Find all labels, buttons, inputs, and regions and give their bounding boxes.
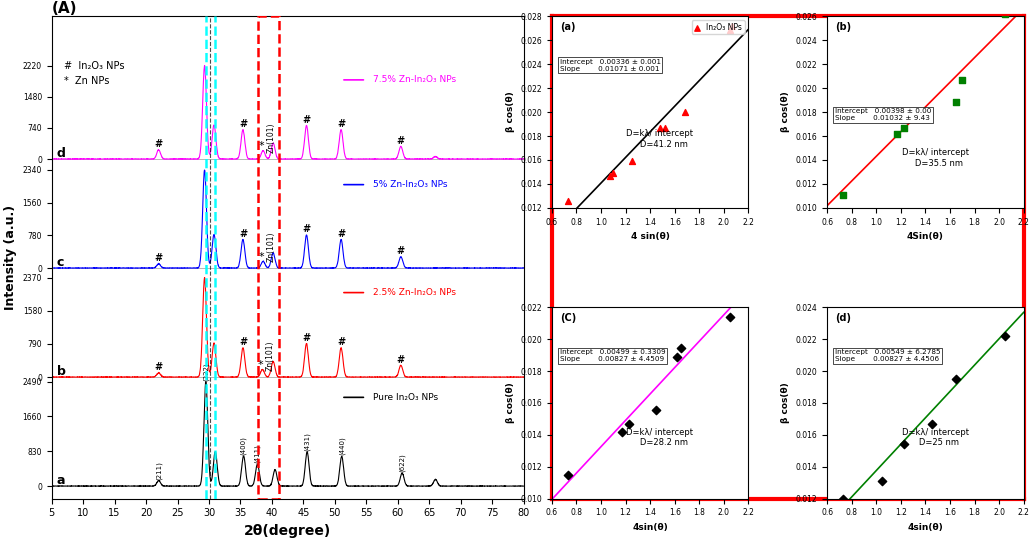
Point bbox=[621, 419, 638, 428]
Point bbox=[896, 440, 913, 449]
Point bbox=[954, 76, 971, 84]
Text: D=kλ/ intercept
   D=25 nm: D=kλ/ intercept D=25 nm bbox=[902, 427, 969, 447]
Text: #: # bbox=[397, 355, 405, 365]
Text: Zn(101): Zn(101) bbox=[266, 231, 275, 261]
Point bbox=[602, 172, 618, 180]
Text: #: # bbox=[239, 119, 247, 129]
Text: *  Zn NPs: * Zn NPs bbox=[64, 76, 110, 85]
Text: #: # bbox=[155, 362, 162, 372]
Text: #: # bbox=[239, 229, 247, 239]
Point bbox=[923, 419, 940, 428]
Y-axis label: β cos(θ): β cos(θ) bbox=[781, 92, 790, 133]
Text: #: # bbox=[302, 115, 310, 125]
Text: 2.5% Zn-In₂O₃ NPs: 2.5% Zn-In₂O₃ NPs bbox=[372, 288, 456, 297]
Point bbox=[657, 123, 673, 132]
Text: (a): (a) bbox=[559, 22, 575, 32]
Text: 7.5% Zn-In₂O₃ NPs: 7.5% Zn-In₂O₃ NPs bbox=[372, 76, 456, 84]
X-axis label: 4sin(θ): 4sin(θ) bbox=[908, 523, 943, 532]
Text: (d): (d) bbox=[834, 313, 851, 323]
X-axis label: 2θ(degree): 2θ(degree) bbox=[244, 524, 331, 538]
Point bbox=[676, 107, 693, 116]
Point bbox=[559, 470, 576, 479]
Text: (440): (440) bbox=[338, 437, 345, 455]
Y-axis label: Intensity (a.u.): Intensity (a.u.) bbox=[4, 205, 17, 310]
Text: #: # bbox=[155, 253, 162, 264]
Point bbox=[722, 26, 738, 35]
Text: a: a bbox=[57, 474, 65, 487]
Point bbox=[724, 21, 740, 30]
Text: D=kλ/ intercept
   D=35.5 nm: D=kλ/ intercept D=35.5 nm bbox=[902, 149, 969, 168]
Point bbox=[834, 494, 851, 503]
Y-axis label: β cos(θ): β cos(θ) bbox=[781, 383, 790, 424]
Text: d: d bbox=[57, 147, 65, 160]
Text: #: # bbox=[397, 136, 405, 146]
Text: #  In₂O₃ NPs: # In₂O₃ NPs bbox=[64, 61, 125, 71]
Point bbox=[605, 169, 621, 178]
Text: (411): (411) bbox=[254, 444, 261, 463]
Point bbox=[613, 428, 630, 437]
Point bbox=[624, 157, 640, 165]
Text: (222): (222) bbox=[203, 362, 209, 381]
Text: #: # bbox=[337, 119, 345, 129]
X-axis label: 4Sin(θ): 4Sin(θ) bbox=[907, 232, 944, 241]
Text: (622): (622) bbox=[399, 453, 405, 472]
Text: (211): (211) bbox=[155, 461, 162, 480]
Text: Intercept   0.00499 ± 0.3309
Slope        0.00827 ± 4.4509: Intercept 0.00499 ± 0.3309 Slope 0.00827… bbox=[559, 350, 665, 362]
Text: #: # bbox=[337, 229, 345, 239]
Point bbox=[669, 352, 686, 361]
Text: (C): (C) bbox=[559, 313, 576, 323]
Point bbox=[948, 98, 965, 106]
Text: #: # bbox=[302, 224, 310, 235]
X-axis label: 4sin(θ): 4sin(θ) bbox=[632, 523, 668, 532]
Text: #: # bbox=[337, 337, 345, 347]
Point bbox=[948, 375, 965, 384]
Point bbox=[559, 197, 576, 206]
Point bbox=[722, 312, 738, 321]
Text: Zn(101): Zn(101) bbox=[266, 122, 275, 153]
Text: Pure In₂O₃ NPs: Pure In₂O₃ NPs bbox=[372, 393, 437, 402]
Text: (A): (A) bbox=[52, 2, 78, 16]
Text: c: c bbox=[57, 256, 64, 269]
Text: *: * bbox=[258, 252, 264, 262]
Text: (B): (B) bbox=[561, 31, 586, 46]
Text: #: # bbox=[302, 333, 310, 343]
Legend: In₂O₃ NPs: In₂O₃ NPs bbox=[692, 20, 744, 34]
Bar bbox=[258, 16, 279, 499]
Text: *: * bbox=[258, 141, 264, 151]
Text: *: * bbox=[257, 360, 264, 370]
Text: D=kλ/ intercept
   D=41.2 nm: D=kλ/ intercept D=41.2 nm bbox=[627, 129, 694, 149]
Text: Intercept   0.00549 ± 6.2785
Slope        0.00827 ± 4.4506: Intercept 0.00549 ± 6.2785 Slope 0.00827… bbox=[834, 350, 941, 362]
Point bbox=[834, 191, 851, 199]
Point bbox=[648, 406, 665, 414]
Text: (431): (431) bbox=[304, 432, 310, 450]
Point bbox=[874, 477, 890, 486]
Point bbox=[997, 10, 1013, 19]
Point bbox=[997, 332, 1013, 340]
Text: Intercept   0.00398 ± 0.00
Slope        0.01032 ± 9.43: Intercept 0.00398 ± 0.00 Slope 0.01032 ±… bbox=[834, 109, 932, 121]
Point bbox=[896, 124, 913, 133]
Text: #: # bbox=[239, 337, 247, 347]
Text: Zn(101): Zn(101) bbox=[266, 340, 274, 370]
Text: (b): (b) bbox=[834, 22, 851, 32]
Point bbox=[651, 124, 668, 133]
Text: Intercept   0.00336 ± 0.001
Slope        0.01071 ± 0.001: Intercept 0.00336 ± 0.001 Slope 0.01071 … bbox=[559, 59, 661, 72]
Y-axis label: β cos(θ): β cos(θ) bbox=[506, 383, 515, 424]
Y-axis label: β cos(θ): β cos(θ) bbox=[506, 92, 515, 133]
Text: 5% Zn-In₂O₃ NPs: 5% Zn-In₂O₃ NPs bbox=[372, 180, 447, 189]
X-axis label: 4 sin(θ): 4 sin(θ) bbox=[631, 232, 670, 241]
Text: (400): (400) bbox=[240, 436, 247, 455]
Point bbox=[672, 344, 689, 352]
Text: b: b bbox=[57, 365, 65, 378]
Text: #: # bbox=[397, 246, 405, 256]
Point bbox=[889, 129, 906, 138]
Text: #: # bbox=[155, 139, 162, 149]
Text: D=kλ/ intercept
   D=28.2 nm: D=kλ/ intercept D=28.2 nm bbox=[627, 427, 694, 447]
